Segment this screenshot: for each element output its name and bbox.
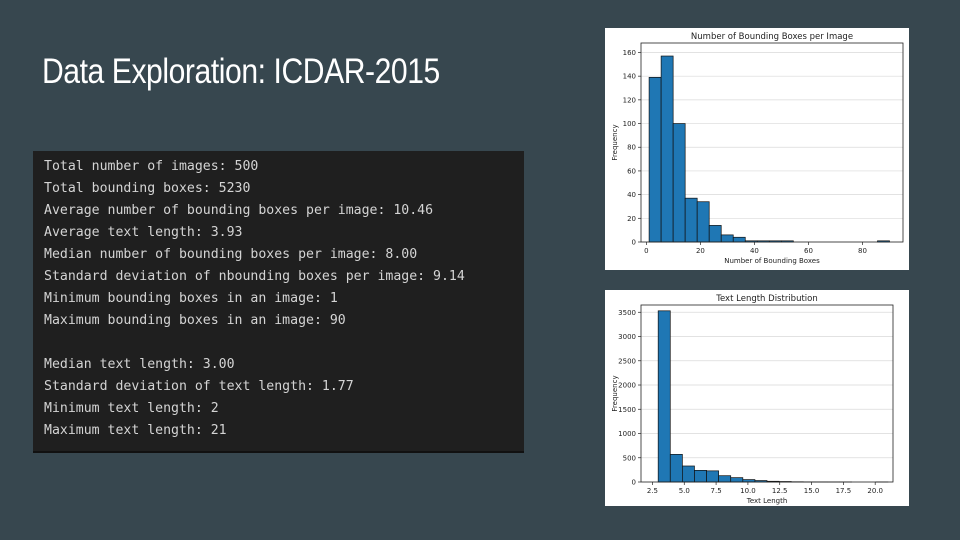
terminal-line: Maximum bounding boxes in an image: 90: [44, 313, 346, 328]
bounding-boxes-histogram-card: 0 20 40 60 80 100 120 140 160 0 20 40 60 80 Number of …: [605, 28, 909, 270]
histogram-bar: [708, 225, 722, 243]
y-tick-label: 60: [627, 167, 636, 175]
y-tick-label: 40: [627, 191, 636, 199]
y-tick-label: 160: [623, 49, 636, 57]
x-tick-label: 20.0: [867, 487, 883, 495]
x-tick-label: 2.5: [647, 487, 658, 495]
terminal-line: Total number of images: 500: [44, 159, 259, 174]
histogram-bar: [706, 470, 719, 483]
terminal-line: Median number of bounding boxes per imag…: [44, 247, 418, 262]
y-tick-label: 3500: [618, 309, 636, 317]
x-tick-label: 10.0: [740, 487, 756, 495]
y-axis-label: Frequency: [611, 375, 619, 411]
histogram-bar: [730, 477, 744, 483]
terminal-line: Minimum text length: 2: [44, 401, 219, 416]
terminal-line: Standard deviation of nbounding boxes pe…: [44, 269, 465, 284]
x-tick-label: 15.0: [804, 487, 820, 495]
x-tick-label: 12.5: [772, 487, 788, 495]
chart-title: Text Length Distribution: [715, 294, 818, 304]
x-tick-label: 40: [750, 247, 759, 255]
y-tick-label: 2000: [618, 382, 636, 390]
plot-frame: [640, 304, 894, 483]
x-tick-label: 0: [644, 247, 648, 255]
bounding-boxes-histogram: 0 20 40 60 80 100 120 140 160 0 20 40 60 80 Number of …: [611, 32, 904, 265]
histogram-bar: [672, 123, 686, 243]
plot-frame: [640, 42, 904, 243]
y-tick-label: 2500: [618, 357, 636, 365]
terminal-line: Median text length: 3.00: [44, 357, 235, 372]
y-tick-label: 20: [627, 215, 636, 223]
x-tick-label: 60: [804, 247, 813, 255]
terminal-line: Average number of bounding boxes per ima…: [44, 203, 434, 218]
terminal-line: Average text length: 3.93: [44, 225, 243, 240]
text-length-histogram-card: 0 500 1000 1500 2000 2500 3000 3500 2.5 5.0 7.5 10.…: [605, 290, 909, 506]
histogram-bar: [660, 55, 674, 243]
y-tick-label: 100: [623, 120, 636, 128]
y-axis-label: Frequency: [611, 124, 619, 160]
y-tick-label: 1000: [618, 430, 636, 438]
text-length-histogram: 0 500 1000 1500 2000 2500 3000 3500 2.5 5.0 7.5 10.…: [611, 294, 894, 505]
slide-title: Data Exploration: ICDAR-2015: [42, 52, 440, 91]
histogram-bar: [732, 236, 746, 243]
terminal-line: [44, 332, 524, 354]
histogram-bar: [696, 201, 710, 243]
y-tick-label: 80: [627, 144, 636, 152]
histogram-bar: [684, 197, 698, 243]
terminal-line: Maximum text length: 21: [44, 423, 227, 438]
x-axis-label: Number of Bounding Boxes: [724, 257, 820, 265]
y-tick-label: 3000: [618, 333, 636, 341]
terminal-line: Standard deviation of text length: 1.77: [44, 379, 354, 394]
x-tick-label: 20: [696, 247, 705, 255]
histogram-bar: [682, 465, 695, 483]
y-tick-label: 0: [632, 239, 636, 247]
y-tick-label: 0: [632, 479, 636, 487]
y-tick-label: 120: [623, 96, 636, 104]
x-tick-label: 80: [858, 247, 867, 255]
terminal-output: Total number of images: 500 Total boundin…: [33, 151, 524, 453]
x-tick-label: 7.5: [711, 487, 722, 495]
histogram-bar: [648, 77, 662, 243]
histogram-bar: [657, 310, 671, 483]
histogram-bar: [694, 470, 707, 483]
y-tick-label: 140: [623, 73, 636, 81]
histogram-bar: [718, 475, 732, 483]
chart-title: Number of Bounding Boxes per Image: [691, 32, 853, 42]
terminal-line: Minimum bounding boxes in an image: 1: [44, 291, 338, 306]
y-tick-label: 1500: [618, 406, 636, 414]
histogram-bar: [669, 454, 683, 483]
histogram-bar: [720, 234, 734, 243]
x-axis-label: Text Length: [746, 497, 788, 505]
y-tick-label: 500: [623, 454, 636, 462]
terminal-line: Total bounding boxes: 5230: [44, 181, 251, 196]
x-tick-label: 17.5: [836, 487, 852, 495]
x-tick-label: 5.0: [679, 487, 690, 495]
